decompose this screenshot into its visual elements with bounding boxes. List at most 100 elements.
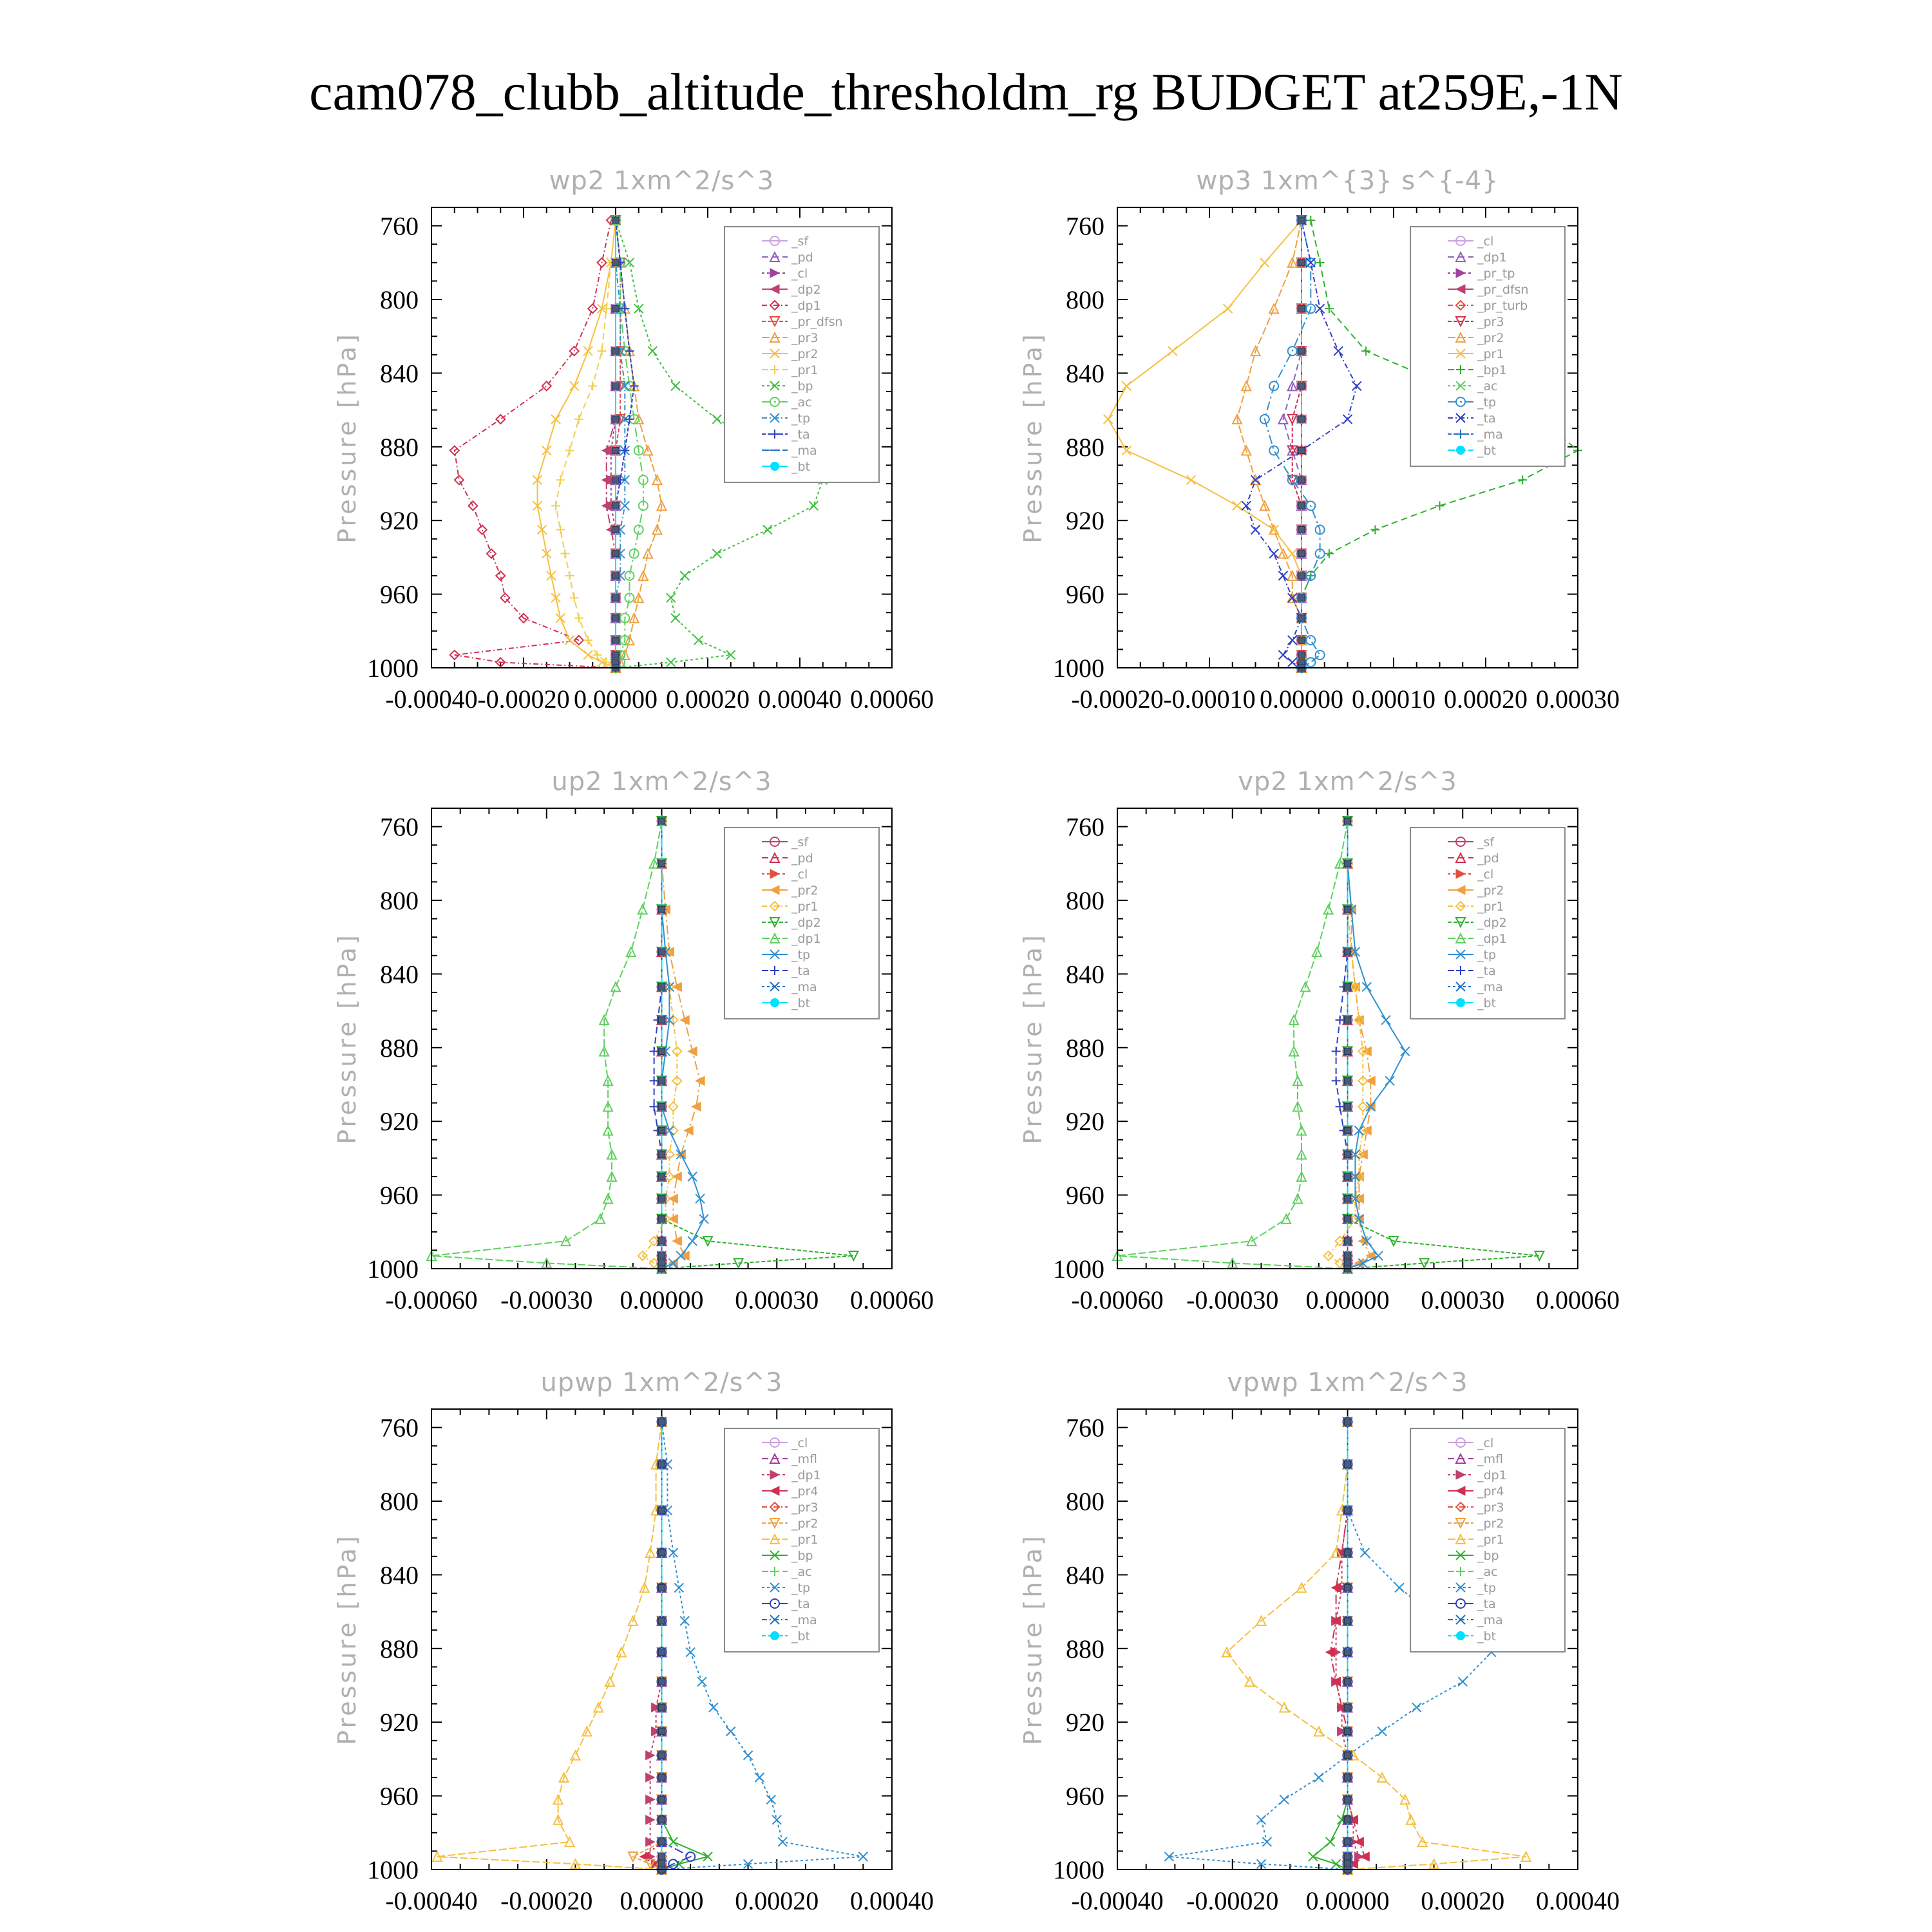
x-tick-label: -0.00020 [477, 685, 569, 714]
y-tick-label: 920 [1066, 1107, 1104, 1136]
data-point [1313, 1725, 1325, 1737]
data-point [629, 548, 639, 559]
y-tick-label: 880 [380, 433, 419, 462]
x-tick-label: 0.00020 [735, 1886, 819, 1915]
data-point [601, 304, 611, 314]
data-point [1344, 860, 1351, 867]
data-point [658, 1461, 665, 1468]
data-point [541, 1257, 553, 1269]
legend-label: _ma [791, 980, 817, 994]
legend-label: _tp [791, 948, 810, 962]
legend-item: _dp1 [762, 299, 821, 313]
legend-marker [770, 1615, 780, 1625]
legend-marker [1455, 949, 1466, 960]
data-point [1305, 303, 1316, 314]
plot-frame [1117, 808, 1578, 1269]
data-point [633, 592, 645, 603]
legend-item: _bt [762, 996, 810, 1010]
legend-marker [1455, 299, 1466, 311]
legend-item: _bp [1448, 1549, 1499, 1563]
series-line [615, 220, 626, 668]
data-point [620, 500, 630, 511]
data-point [1344, 1774, 1351, 1781]
data-point [1244, 1676, 1256, 1687]
data-point [1344, 1418, 1351, 1426]
data-point [687, 1171, 697, 1182]
y-tick-label: 1000 [367, 1855, 419, 1884]
data-point [664, 1171, 675, 1182]
data-point [664, 981, 675, 992]
data-point [667, 1101, 679, 1112]
data-point [1344, 1252, 1351, 1260]
legend-label: _ma [1477, 428, 1503, 442]
y-tick-label: 960 [380, 1181, 419, 1210]
panels-grid: wp2 1xm^2/s^3 Pressure [hPa] 760 800 840 880 9… [333, 166, 1620, 1915]
legend-label: _ma [1477, 980, 1503, 994]
legend-item: _pr2 [762, 1517, 818, 1531]
data-point [598, 1014, 610, 1025]
legend-marker [769, 885, 780, 895]
data-point [672, 1171, 682, 1182]
data-point [645, 1837, 656, 1847]
legend-marker [1455, 251, 1466, 262]
data-point [656, 500, 668, 511]
data-point [1361, 346, 1371, 356]
data-point [772, 1815, 782, 1825]
x-tick-label: 0.00040 [1536, 1886, 1620, 1915]
legend-item: _pd [762, 251, 813, 265]
legend-item: _bt [762, 460, 810, 474]
data-point [1241, 500, 1251, 511]
data-point [638, 475, 649, 486]
data-point [685, 1851, 696, 1862]
legend-label: _ac [1477, 379, 1498, 393]
data-point [1335, 1015, 1345, 1025]
data-point [596, 657, 607, 668]
data-point [1344, 948, 1351, 956]
data-point [658, 1795, 665, 1803]
data-point [564, 1835, 576, 1848]
data-point [1361, 981, 1372, 992]
data-point [569, 345, 580, 357]
data-point [612, 526, 620, 533]
legend-item: _tp [762, 412, 810, 426]
legend-marker [769, 284, 780, 294]
panel-title: vp2 1xm^2/s^3 [1238, 767, 1457, 797]
legend-item: _dp2 [762, 916, 821, 930]
data-point [598, 1045, 610, 1057]
x-tick-label: -0.00030 [500, 1285, 592, 1314]
data-point [604, 1676, 616, 1687]
legend-label: _pr2 [791, 347, 818, 361]
data-point [848, 1250, 860, 1262]
series_bt [658, 1418, 665, 1873]
data-point [1334, 1235, 1345, 1247]
data-point [1381, 1015, 1391, 1025]
data-point [556, 475, 565, 485]
data-point [658, 1173, 665, 1180]
x-tick-label: 0.00030 [735, 1285, 819, 1314]
data-point [658, 905, 665, 913]
series_bp [656, 1417, 713, 1875]
legend-box [1410, 1428, 1566, 1653]
data-point [602, 1101, 614, 1112]
data-point [592, 650, 602, 659]
data-point [1344, 983, 1351, 990]
series-line [1245, 220, 1358, 668]
y-tick-label: 960 [380, 580, 419, 609]
data-point [1221, 1646, 1233, 1658]
series_dp1 [449, 214, 621, 674]
data-point [1323, 904, 1334, 915]
legend-marker [770, 966, 779, 975]
data-point [620, 414, 630, 424]
data-point [658, 1774, 665, 1781]
y-tick-label: 1000 [367, 1255, 419, 1283]
data-point [1373, 1251, 1383, 1261]
y-tick-label: 840 [380, 359, 419, 388]
x-tick-label: 0.00060 [1536, 1285, 1620, 1314]
series-line [1236, 220, 1302, 668]
data-point [679, 1015, 690, 1025]
legend: _sf _pd_cl _pr2 _pr1 _dp2 _dp1 _tp _ta _ma _bt [1410, 827, 1566, 1019]
legend-label: _ta [1477, 1597, 1496, 1611]
series_pr3 [610, 214, 668, 673]
legend-label: _tp [1477, 948, 1496, 962]
y-tick-label: 960 [1066, 1181, 1104, 1210]
